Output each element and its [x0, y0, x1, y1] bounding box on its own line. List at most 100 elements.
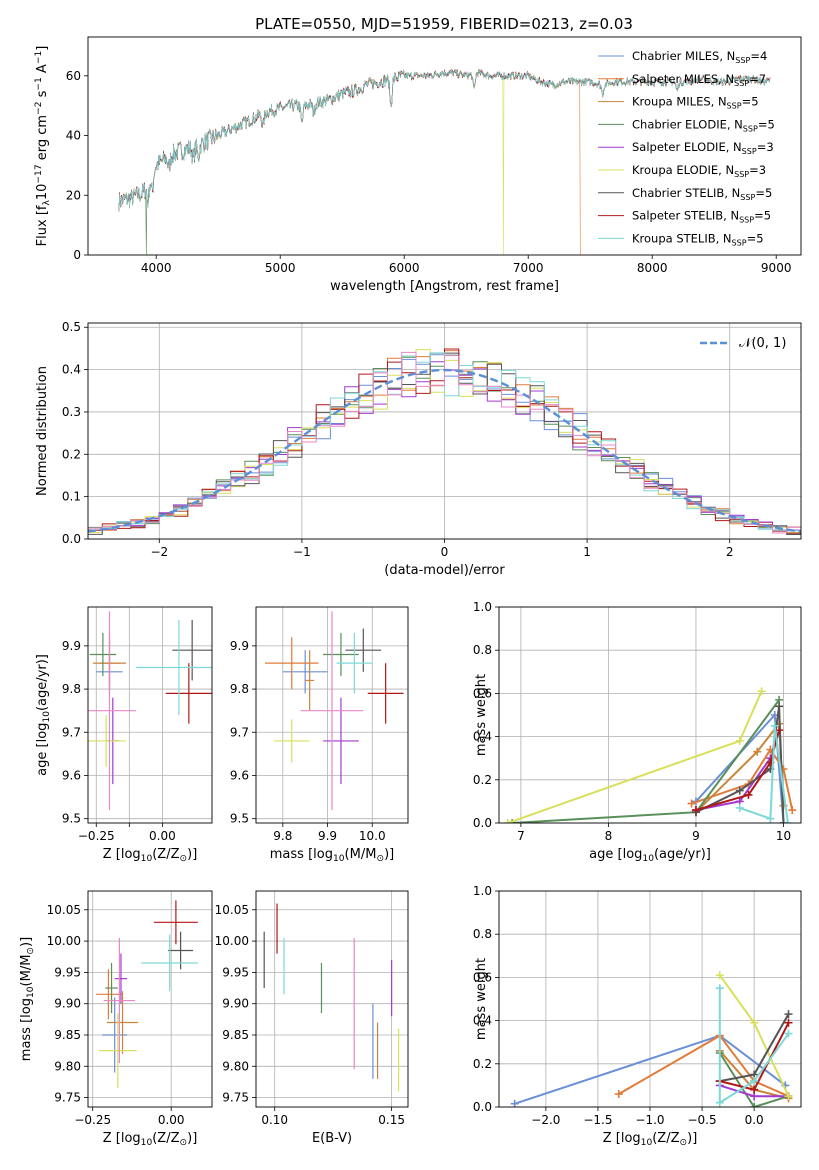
legend-entry: Salpeter ELODIE, NSSP​=3	[632, 140, 774, 156]
x-tick-label: 8	[605, 829, 613, 843]
errorbar-point	[336, 632, 373, 694]
x-tick-label: 4000	[141, 261, 172, 275]
x-tick-label: 10.0	[359, 829, 386, 843]
errorbar-point	[305, 650, 315, 711]
plus-marker	[735, 786, 744, 795]
plus-marker	[750, 1018, 759, 1027]
x-axis-label: (data-model)/error	[384, 563, 505, 578]
label-part: Kroupa MILES, N	[632, 95, 727, 109]
residuals-axes: −2 −1 0 1 2 0.0 0.1 0.2 0.3 0.4 0.5 (data-model)/er…	[35, 320, 802, 578]
plus-marker	[779, 819, 788, 823]
y-tick-label: 9.5	[230, 812, 249, 826]
plus-marker	[788, 806, 797, 815]
label-part: (Z/Z	[152, 1131, 179, 1146]
plus-marker	[784, 1092, 793, 1101]
label-part: (M/M	[19, 955, 34, 987]
errorbar-point	[345, 628, 382, 672]
label-part: =7	[749, 72, 766, 86]
label-part: Salpeter STELIB, N	[632, 209, 739, 223]
y-tick-label: 9.90	[222, 997, 249, 1011]
label-part: (age/yr)]	[654, 847, 711, 862]
x-tick-label: −1	[293, 545, 311, 559]
label-part: (M/M	[345, 847, 377, 862]
x-tick-label: 0.15	[378, 1113, 405, 1127]
errorbar-point	[168, 931, 194, 970]
legend-entry: Chabrier MILES, NSSP​=4	[632, 49, 767, 65]
y-tick-label: 9.80	[222, 1059, 249, 1073]
y-tick-label: 0.0	[473, 1100, 492, 1114]
errorbar-point	[273, 719, 310, 763]
y-tick-label: 9.9	[230, 639, 249, 653]
x-tick-label: 9000	[761, 261, 792, 275]
y-tick-label: 9.75	[54, 1091, 81, 1105]
label-script: 10	[333, 854, 345, 864]
y-tick-label: 9.8	[230, 682, 249, 696]
x-tick-label: −1.0	[635, 1113, 664, 1127]
label-script: SSP	[734, 79, 749, 88]
label-part: =3	[749, 163, 766, 177]
label-part: =3	[757, 140, 774, 154]
y-tick-label: 0.8	[473, 643, 492, 657]
x-axis-label: Z [log10​(Z/Z⊙​)]	[103, 1131, 198, 1148]
plus-marker	[750, 1077, 759, 1086]
y-tick-label: 0	[73, 248, 81, 262]
label-part: (age/yr)]	[35, 654, 50, 711]
x-tick-label: 6000	[389, 261, 420, 275]
label-part: Chabrier STELIB, N	[632, 186, 740, 200]
x-tick-label: −0.25	[78, 829, 115, 843]
errorbar-point	[135, 619, 212, 715]
massweight-vs-age-marks	[503, 687, 797, 823]
plus-marker	[784, 1010, 793, 1019]
plus-marker	[744, 790, 753, 799]
label-script: 10	[642, 854, 654, 864]
label-script: λ	[42, 200, 52, 206]
spectrum-line	[118, 69, 771, 213]
weight-line	[718, 988, 790, 1105]
y-axis-label: Normed distribution	[35, 366, 50, 496]
label-part: )]	[384, 847, 394, 862]
plus-marker	[503, 819, 512, 823]
legend: Chabrier MILES, NSSP​=4 Salpeter MILES, N…	[598, 49, 775, 247]
mass-vs-Z-axes: −0.25 0.00 9.75 9.80 9.85 9.90 9.95 10.00 10.05 Z…	[19, 890, 213, 1148]
label-part: Normed distribution	[35, 366, 50, 496]
y-tick-label: 0.4	[473, 1014, 492, 1028]
y-axis-label: Flux [fλ​10−17​ erg cm−2​ s−1​ A−1​]	[34, 46, 52, 247]
y-tick-label: 1.0	[473, 600, 492, 614]
label-part: mass [log	[19, 998, 34, 1061]
label-script: SSP	[740, 193, 755, 202]
label-part: =5	[742, 95, 759, 109]
legend: 𝒩(0, 1)	[700, 336, 786, 351]
y-tick-label: 9.75	[222, 1091, 249, 1105]
label-part: Salpeter ELODIE, N	[632, 140, 742, 154]
x-axis-label: Z [log10​(Z/Z⊙​)]	[603, 1131, 698, 1148]
label-part: 10	[35, 184, 50, 201]
x-axis-label: age [log10​(age/yr)]	[589, 847, 711, 864]
plus-marker	[750, 1085, 759, 1094]
legend-entry: Kroupa ELODIE, NSSP​=3	[632, 163, 766, 179]
y-tick-label: 0.2	[473, 1057, 492, 1071]
label-script: SSP	[734, 170, 749, 179]
y-tick-label: 9.7	[230, 725, 249, 739]
axes-frame	[255, 890, 409, 1108]
label-part: =5	[747, 231, 764, 245]
y-tick-label: 0.5	[62, 320, 81, 334]
label-part: s	[35, 90, 50, 101]
x-tick-label: 9.9	[318, 829, 337, 843]
label-script: SSP	[735, 56, 750, 65]
x-tick-label: −2.0	[531, 1113, 560, 1127]
weight-line	[507, 690, 763, 823]
normal-curve	[88, 368, 801, 533]
label-script: SSP	[742, 147, 757, 156]
plus-marker	[735, 803, 744, 812]
weight-line	[718, 1052, 789, 1107]
errorbar-point	[106, 991, 139, 1054]
errorbar-point	[323, 632, 359, 677]
spectrum-marks	[118, 68, 771, 255]
label-part: Chabrier ELODIE, N	[632, 117, 743, 131]
legend-entry: Kroupa STELIB, NSSP​=5	[632, 231, 764, 247]
figure-title: PLATE=0550, MJD=51959, FIBERID=0213, z=0…	[255, 15, 633, 33]
plus-marker	[757, 687, 766, 696]
y-axis-label: age [log10​(age/yr)]	[35, 654, 52, 776]
label-script: −1	[34, 77, 44, 90]
plus-marker	[775, 726, 784, 735]
